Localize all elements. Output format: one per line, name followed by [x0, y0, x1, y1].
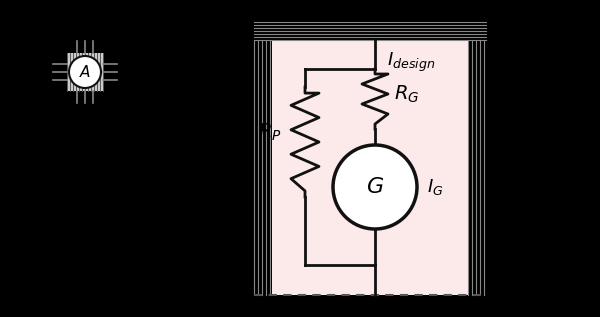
Bar	[67, 53, 103, 91]
Text: $R_P$: $R_P$	[258, 121, 282, 143]
Text: $I_G$: $I_G$	[427, 177, 443, 197]
Bar	[254, 40, 272, 295]
Text: $R_G$: $R_G$	[394, 83, 420, 105]
Text: $G$: $G$	[366, 177, 384, 197]
Circle shape	[69, 56, 101, 88]
Bar	[468, 40, 486, 295]
Circle shape	[333, 145, 417, 229]
Text: $A$: $A$	[79, 64, 91, 80]
Bar	[254, 22, 486, 40]
Bar	[272, 40, 468, 295]
Text: $I_{design}$: $I_{design}$	[387, 50, 435, 74]
